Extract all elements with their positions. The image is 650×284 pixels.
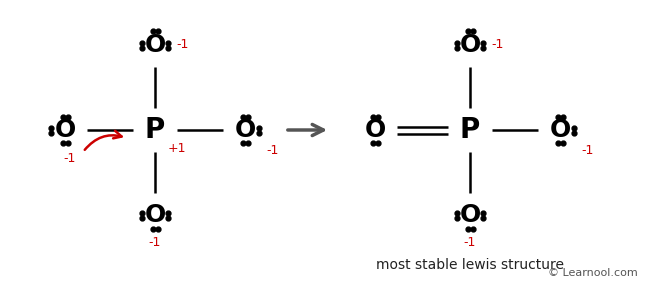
Text: -1: -1 xyxy=(492,39,504,51)
Text: -1: -1 xyxy=(149,237,161,250)
Text: -1: -1 xyxy=(64,151,76,164)
Text: © Learnool.com: © Learnool.com xyxy=(548,268,638,278)
Text: P: P xyxy=(460,116,480,144)
Text: O: O xyxy=(144,33,166,57)
Text: +1: +1 xyxy=(168,141,187,154)
Text: -1: -1 xyxy=(582,143,594,156)
Text: O: O xyxy=(549,118,571,142)
Text: -1: -1 xyxy=(464,237,476,250)
Text: P: P xyxy=(145,116,165,144)
Text: O: O xyxy=(460,33,480,57)
Text: O: O xyxy=(460,203,480,227)
Text: O: O xyxy=(144,203,166,227)
Text: -1: -1 xyxy=(177,39,189,51)
Text: O: O xyxy=(235,118,255,142)
Text: O: O xyxy=(365,118,385,142)
Text: -1: -1 xyxy=(266,143,280,156)
Text: most stable lewis structure: most stable lewis structure xyxy=(376,258,564,272)
Text: O: O xyxy=(55,118,75,142)
